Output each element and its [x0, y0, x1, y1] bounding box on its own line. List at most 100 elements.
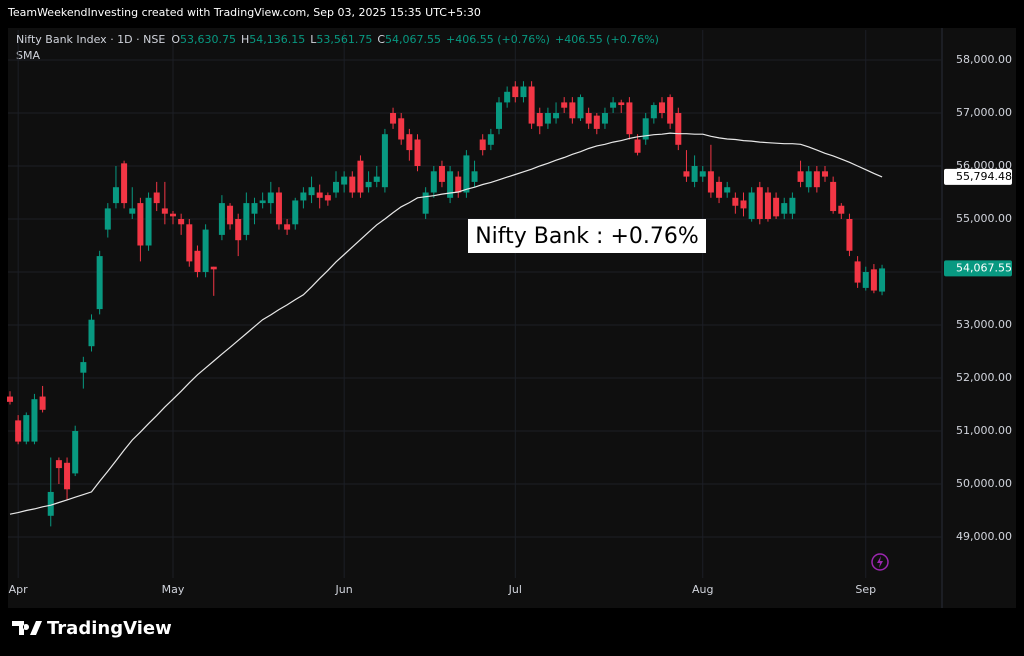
candle-body [846, 218, 853, 251]
candle-body [487, 134, 494, 145]
candle-body [667, 97, 674, 124]
candle-body [121, 163, 128, 204]
x-tick-label: Jul [508, 583, 522, 596]
alert-circle [871, 553, 889, 571]
legend-ohlc-value: 54,136.15 [249, 33, 305, 46]
candle-body [414, 139, 421, 166]
candle-body [479, 139, 486, 151]
candle-body [610, 102, 617, 108]
candle-body [438, 165, 445, 182]
watermark: TradingView [47, 618, 172, 639]
y-tick-label: 55,000.00 [956, 212, 1012, 225]
candle-body [243, 203, 250, 235]
candle-body [789, 197, 796, 214]
x-tick-label: Aug [692, 583, 713, 596]
candle-body [805, 171, 812, 188]
y-tick-label: 50,000.00 [956, 477, 1012, 490]
legend-ohlc-value: 53,630.75 [180, 33, 236, 46]
x-tick-label: Apr [9, 583, 29, 596]
candle-body [202, 229, 209, 272]
legend: Nifty Bank Index · 1D · NSE O53,630.75 H54… [16, 33, 659, 46]
candle-body [634, 139, 641, 153]
candle-body [699, 171, 706, 177]
candle-body [55, 460, 62, 469]
legend-change: +406.55 (+0.76%) [555, 33, 659, 46]
close-price-label-bg [944, 260, 1012, 277]
candle-body [822, 171, 828, 177]
candle-body [112, 187, 119, 204]
legend-ohlc-value: 54,067.55 [385, 33, 441, 46]
legend-change: +406.55 (+0.76%) [446, 33, 550, 46]
candle-body [137, 203, 144, 246]
candle-body [430, 171, 437, 193]
candle-body [463, 155, 470, 193]
candle-body [691, 165, 698, 182]
candle-body [406, 134, 413, 151]
candle-body [879, 268, 886, 292]
candle-body [292, 200, 299, 225]
chart-pane [8, 28, 1016, 608]
candle-body [161, 208, 168, 214]
candle-body [756, 187, 763, 219]
y-tick-label: 49,000.00 [956, 530, 1012, 543]
candle-body [813, 171, 820, 188]
candle-body [536, 112, 543, 127]
candle-body [707, 171, 714, 193]
candle-body [544, 112, 551, 124]
candle-body [520, 86, 527, 98]
x-tick-label: Sep [855, 583, 876, 596]
candle-body [381, 134, 388, 188]
candle-body [683, 171, 690, 177]
candle-body [31, 399, 38, 442]
candle-body [145, 197, 152, 246]
candle-body [390, 112, 397, 124]
candle-body [357, 160, 364, 193]
candle-body [349, 176, 356, 193]
candle-body [593, 115, 600, 129]
candle-body [186, 224, 193, 262]
logo-icon [12, 621, 42, 635]
candle-body [275, 192, 282, 225]
candle-body [764, 192, 771, 219]
candle-body [96, 256, 103, 310]
candle-body [15, 420, 22, 442]
candle-body [373, 176, 380, 182]
candle-body [797, 171, 804, 182]
candle-body [512, 86, 519, 98]
candle-body [870, 269, 877, 291]
candle-body [218, 203, 225, 235]
candle-body [447, 171, 454, 198]
annotation: Nifty Bank : +0.76% [475, 224, 699, 249]
candle-body [732, 197, 739, 206]
candle-body [471, 171, 478, 182]
candle-body [267, 192, 274, 204]
indicator-label: SMA [16, 49, 40, 62]
candle-body [553, 112, 560, 119]
candle-body [64, 462, 71, 490]
candle-body [724, 187, 731, 193]
candle-body [300, 192, 307, 201]
candle-body [365, 181, 372, 188]
candle-body [716, 181, 723, 198]
alert-icon [871, 553, 889, 571]
legend-ohlc-label: O [171, 33, 180, 46]
candle-body [316, 192, 323, 198]
candle-body [47, 491, 54, 516]
candle-body [259, 200, 266, 204]
legend-ohlc-label: L [310, 33, 317, 46]
candle-body [153, 192, 160, 204]
candle-body [324, 195, 331, 201]
y-tick-label: 57,000.00 [956, 106, 1012, 119]
candle-body [838, 205, 845, 214]
candle-body [170, 213, 176, 217]
candle-body [585, 112, 592, 124]
candle-body [422, 192, 429, 214]
x-tick-label: May [162, 583, 185, 596]
y-tick-label: 52,000.00 [956, 371, 1012, 384]
sma-price-label-bg [944, 168, 1012, 185]
candle-body [577, 97, 584, 119]
sma-price-label: 55,794.48 [956, 170, 1012, 183]
candle-body [88, 319, 95, 347]
candle-body [569, 102, 576, 119]
header: TeamWeekendInvesting created with Tradin… [7, 6, 481, 19]
